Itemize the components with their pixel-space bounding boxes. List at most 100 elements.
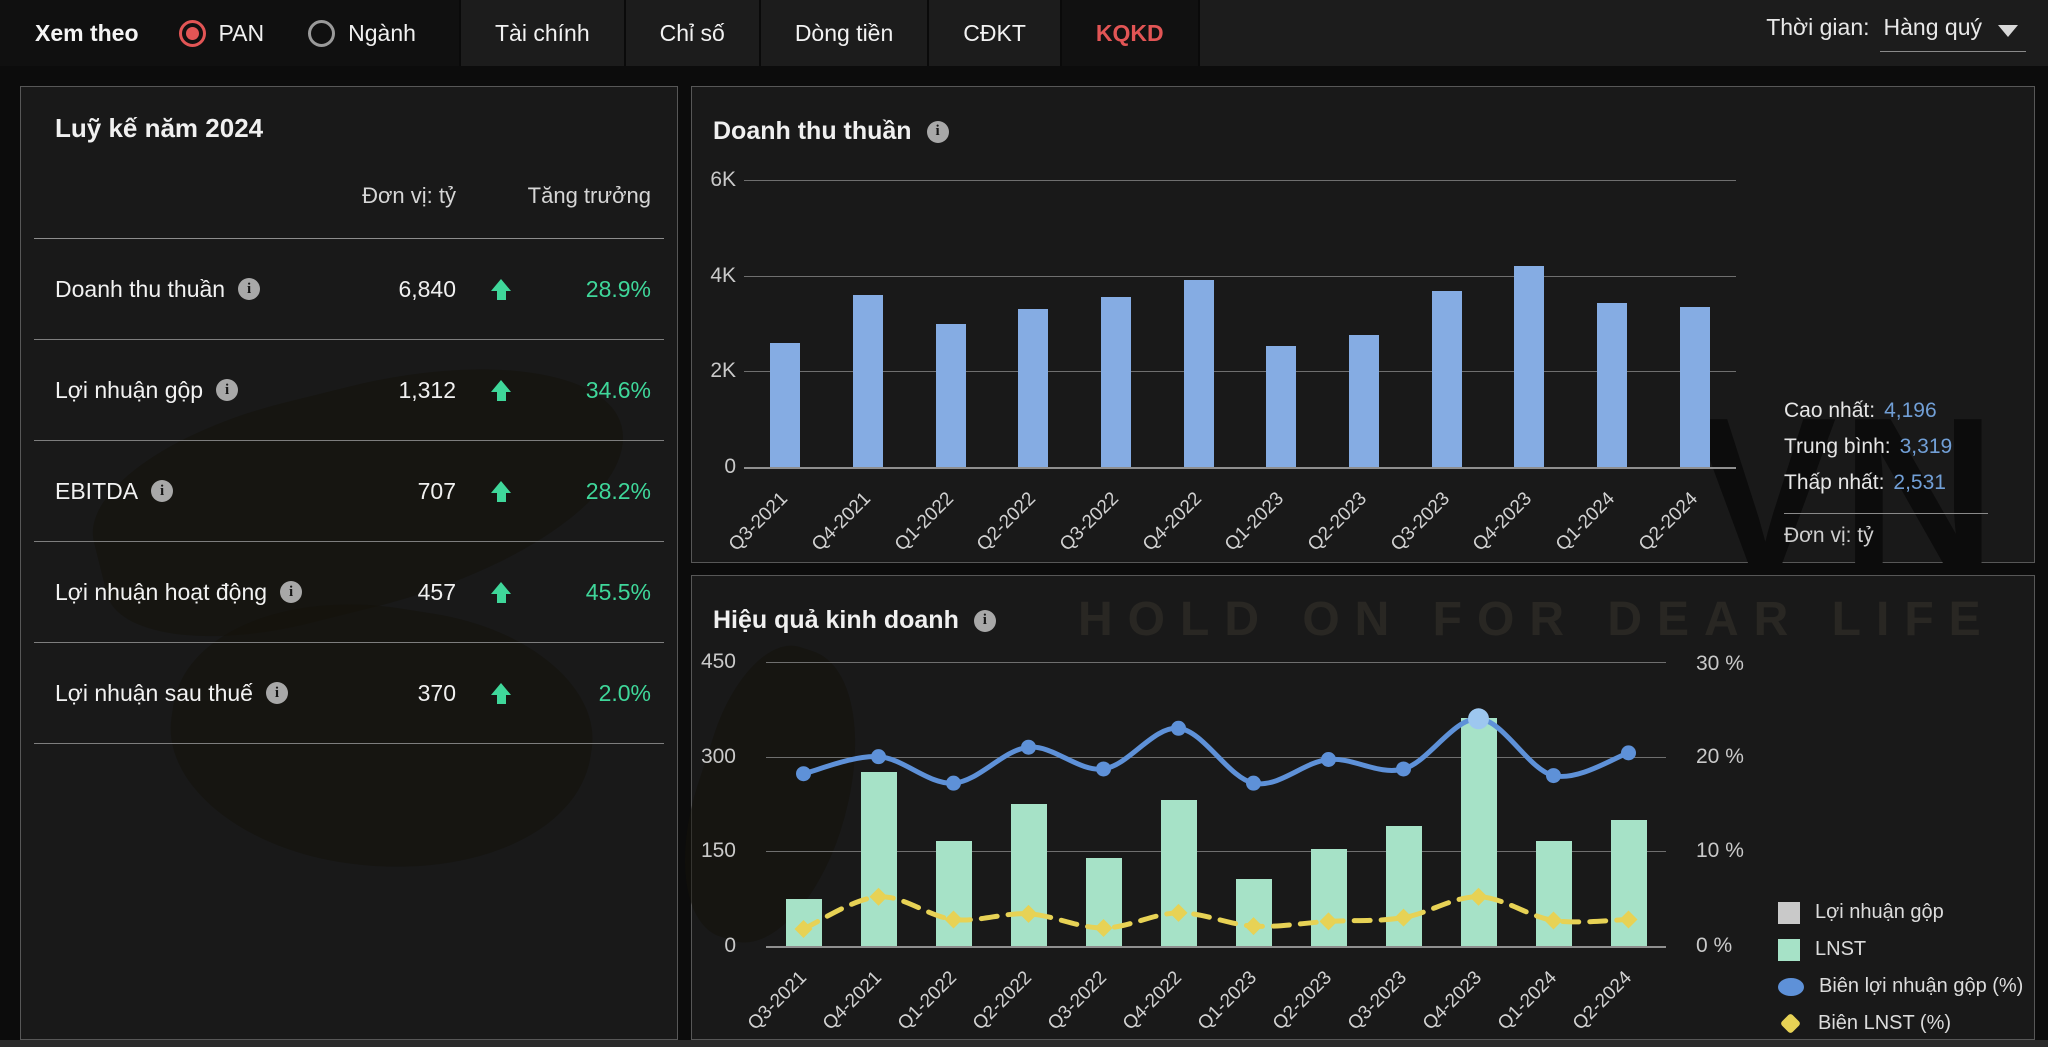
tab-chi-so[interactable]: Chỉ số [626,0,761,66]
tab-dong-tien[interactable]: Dòng tiền [761,0,930,66]
info-icon[interactable]: i [973,609,996,632]
efficiency-chart-title: Hiệu quả kinh doanh [713,606,959,634]
lnst-margin-point-Q2-2022[interactable] [1019,904,1038,923]
tab-bar: Tài chính Chỉ số Dòng tiền CĐKT KQKD Thời gi… [459,0,2048,66]
revenue-bar-Q2-2022[interactable] [1018,309,1049,467]
info-icon[interactable]: i [151,480,174,502]
info-icon[interactable]: i [216,379,239,401]
metric-growth: 2.0% [598,679,651,706]
tab-tai-chinh[interactable]: Tài chính [459,0,626,66]
gridline [766,851,1666,853]
gross-margin-point-Q2-2024[interactable] [1621,745,1636,761]
gross-margin-point-Q2-2022[interactable] [1021,739,1036,755]
gross-margin-point-Q3-2023[interactable] [1396,761,1411,777]
info-icon[interactable]: i [238,278,261,300]
y-axis-tick: 0 [724,455,736,478]
revenue-bar-Q4-2022[interactable] [1183,280,1214,467]
x-axis-label: Q4-2023 [1469,488,1537,556]
revenue-bar-Q3-2023[interactable] [1431,290,1462,467]
gridline [744,180,1736,181]
revenue-bar-Q1-2022[interactable] [935,323,966,467]
legend-item-bien-loi-nhuan-gop[interactable]: Biên lợi nhuận gộp (%) [1778,968,2034,1005]
gross-margin-point-Q4-2022[interactable] [1171,720,1186,736]
gross-margin-point-Q1-2022[interactable] [946,775,961,791]
time-filter-dropdown[interactable]: Hàng quý [1879,14,2026,52]
up-arrow-icon [491,581,511,603]
gross-margin-point-Q1-2023[interactable] [1246,775,1261,791]
lnst-margin-point-Q1-2023[interactable] [1244,917,1263,936]
info-icon[interactable]: i [265,682,288,704]
revenue-bar-Q1-2023[interactable] [1266,345,1297,467]
stats-divider [1784,513,1988,514]
efficiency-x-axis: Q3-2021 Q4-2021 Q1-2022 Q2-2022 Q3-2022 Q4-20… [743,948,1666,1040]
revenue-bar-Q2-2024[interactable] [1679,306,1710,467]
tab-cells: Tài chính Chỉ số Dòng tiền CĐKT KQKD [459,0,1200,66]
legend-item-bien-lnst[interactable]: Biên LNST (%) [1778,1005,2034,1042]
lnst-margin-point-Q2-2024[interactable] [1619,910,1638,929]
up-arrow-icon [491,480,511,502]
revenue-chart-card: VN Doanh thu thuần i 6K 4K 2K 0 Q3-2021 Q… [691,86,2035,613]
metric-label: Doanh thu thuần i [55,276,346,303]
x-axis-label: Q4-2022 [1118,967,1186,1035]
revenue-chart-title: Doanh thu thuần [713,117,912,145]
revenue-bar-Q3-2022[interactable] [1100,296,1131,467]
x-axis-line [744,467,1736,469]
time-filter[interactable]: Thời gian: Hàng quý [1766,0,2048,66]
info-icon[interactable]: i [926,120,949,143]
stat-average: Trung bình: 3,319 [1784,429,2004,465]
lnst-margin-point-Q1-2024[interactable] [1544,911,1563,930]
metric-label-text: Doanh thu thuần [55,275,226,302]
gross-margin-point-Q4-2021[interactable] [871,749,886,765]
revenue-plot [744,180,1736,469]
lnst-bar-Q4-2023[interactable] [1460,718,1497,946]
legend-label: LNST [1815,938,1867,960]
stat-high-label: Cao nhất: [1784,399,1876,422]
lnst-margin-point-Q3-2021[interactable] [794,919,813,938]
tab-kqkd[interactable]: KQKD [1061,0,1200,66]
lnst-margin-point-Q4-2023[interactable] [1469,887,1488,906]
radio-pan[interactable]: PAN [178,19,264,47]
gross-margin-point-Q1-2024[interactable] [1546,768,1561,784]
lnst-margin-point-Q3-2023[interactable] [1394,908,1413,927]
lnst-margin-point-Q4-2021[interactable] [869,887,888,906]
revenue-bar-Q4-2023[interactable] [1514,266,1545,467]
radio-label: Ngành [348,19,416,46]
lnst-bar-Q4-2021[interactable] [860,771,897,946]
bottom-edge-bar [0,1040,2048,1047]
legend-item-lnst[interactable]: LNST [1778,931,2034,968]
info-icon[interactable]: i [280,581,303,603]
time-filter-label: Thời gian: [1766,14,1870,40]
summary-row-loi-nhuan-hoat-dong: Lợi nhuận hoạt động i 457 45.5% [34,542,664,643]
lnst-margin-point-Q2-2023[interactable] [1319,912,1338,931]
radio-nganh[interactable]: Ngành [308,19,416,47]
x-axis-label: Q2-2024 [1568,967,1636,1035]
revenue-bar-Q3-2021[interactable] [770,342,801,467]
revenue-bar-Q2-2023[interactable] [1348,334,1379,467]
revenue-bar-Q4-2021[interactable] [852,294,883,467]
lnst-margin-point-Q4-2022[interactable] [1169,903,1188,922]
summary-row-loi-nhuan-gop: Lợi nhuận gộp i 1,312 34.6% [34,340,664,441]
watermark-tagline: HOLD ON FOR DEAR LIFE [1078,593,1996,646]
x-axis-label: Q4-2021 [807,488,876,556]
tab-cdkt[interactable]: CĐKT [929,0,1062,66]
x-axis-label: Q4-2021 [818,967,886,1035]
gross-margin-point-Q3-2022[interactable] [1096,761,1111,777]
legend-item-loi-nhuan-gop[interactable]: Lợi nhuận gộp [1778,894,2034,931]
legend-swatch-blue-dot [1778,977,1804,996]
gross-margin-point-Q3-2021[interactable] [796,766,811,782]
gross-margin-point-Q4-2023[interactable] [1468,708,1489,730]
revenue-bar-Q1-2024[interactable] [1596,303,1627,467]
lnst-margin-point-Q1-2022[interactable] [944,910,963,929]
metric-label-text: Lợi nhuận gộp [55,376,204,403]
lnst-margin-point-Q3-2022[interactable] [1094,919,1113,938]
gross-margin-point-Q2-2023[interactable] [1321,752,1336,768]
radio-group: PAN Ngành [178,19,416,47]
x-axis-label: Q1-2024 [1493,967,1561,1035]
summary-rows: Doanh thu thuần i 6,840 28.9% Lợi nhuận gộp i… [34,239,664,744]
gridline [744,371,1736,373]
watermark-brand: VN [1693,372,2000,613]
x-axis-label: Q2-2022 [973,488,1041,556]
stat-low-label: Thấp nhất: [1784,471,1885,494]
revenue-chart-header: Doanh thu thuần i [713,117,949,146]
x-axis-label: Q4-2023 [1418,967,1486,1035]
